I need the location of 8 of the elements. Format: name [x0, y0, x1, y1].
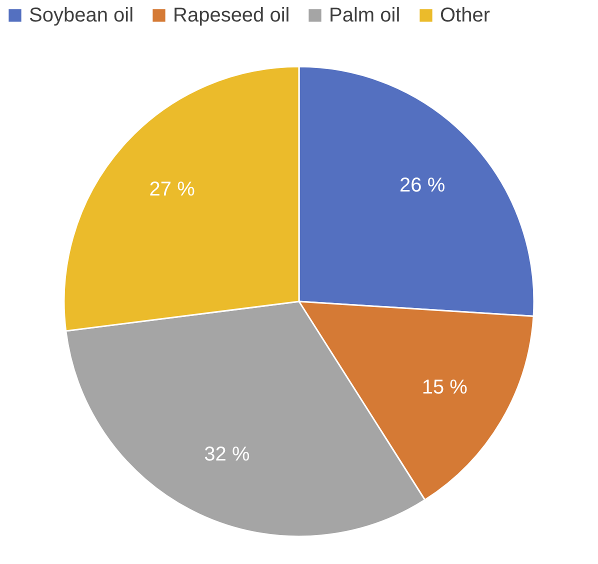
legend-label: Rapeseed oil [173, 4, 290, 26]
data-label: 15 % [422, 376, 468, 399]
legend-label: Soybean oil [29, 4, 134, 26]
data-label: 27 % [149, 178, 196, 201]
data-label: 26 % [400, 174, 446, 197]
legend-label: Other [440, 4, 490, 26]
data-label: 32 % [204, 444, 250, 466]
legend-label: Palm oil [329, 4, 400, 26]
